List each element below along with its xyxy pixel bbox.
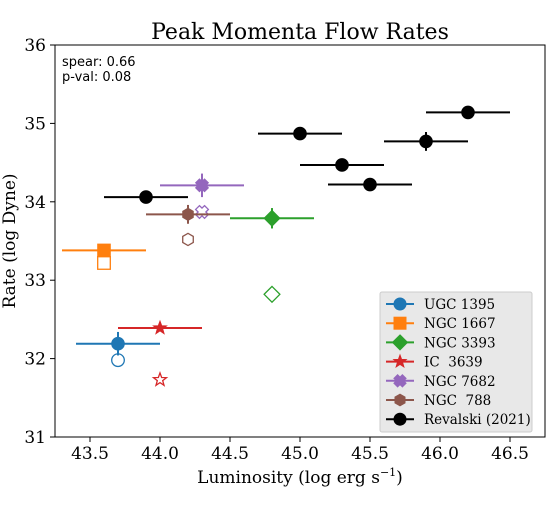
legend-label: NGC 3393 [424,335,496,351]
legend-marker [394,393,406,407]
data-point-revalski-2021 [335,158,349,172]
open-point-ugc-1395 [111,353,125,368]
x-axis-label: Luminosity (log erg s−1) [197,466,403,488]
data-point-ngc-3393 [263,209,281,227]
y-tick-label: 34 [24,193,46,213]
data-point-revalski-2021 [461,105,475,120]
x-tick-label: 43.5 [71,444,109,464]
x-tick-label: 44.0 [141,444,179,464]
data-point-revalski-2021 [419,134,433,149]
annotation-spearman: spear: 0.66 [62,55,136,70]
annotation-p-value: p-val: 0.08 [62,70,131,85]
data-point-ngc-788 [182,207,194,222]
data-point-revalski-2021 [363,177,377,192]
x-tick-label: 46.5 [491,444,529,464]
legend-marker [393,374,407,388]
y-tick-label: 36 [24,36,46,56]
y-tick-label: 32 [24,350,46,370]
data-point-revalski-2021 [139,190,153,204]
legend-label: UGC 1395 [424,297,495,313]
data-point-ugc-1395 [111,336,125,351]
open-point-ngc-788 [182,232,194,247]
legend-marker [393,297,407,311]
legend-label: NGC 788 [424,393,491,409]
legend-box [379,291,533,433]
legend: UGC 1395 NGC 1667 NGC 3393 IC 3639 NGC 7682 N… [379,291,533,433]
chart-title: Peak Momenta Flow Rates [151,20,449,45]
legend-label: IC 3639 [424,355,483,371]
open-point-ic-3639 [151,371,169,387]
x-tick-label: 46.0 [421,444,459,464]
data-point-revalski-2021 [293,126,307,141]
data-point-ic-3639 [152,319,168,335]
x-tick-label: 45.0 [281,444,319,464]
open-point-ngc-1667 [97,256,111,270]
legend-marker [393,412,407,426]
legend-marker [391,334,409,351]
legend-label: Revalski (2021) [424,412,531,428]
x-tick-label: 44.5 [211,444,249,464]
y-tick-label: 31 [24,428,46,448]
y-axis-label: Rate (log Dyne) [0,173,20,308]
x-tick-label: 45.5 [351,444,389,464]
data-point-ngc-1667 [97,243,111,258]
data-point-ngc-7682 [194,178,210,193]
open-point-ngc-7682 [194,204,210,220]
legend-marker [393,316,407,330]
legend-label: NGC 7682 [424,374,496,390]
y-tick-label: 33 [24,271,46,291]
open-point-ngc-3393 [263,285,281,304]
y-tick-label: 35 [24,114,46,134]
legend-marker [392,353,408,369]
legend-label: NGC 1667 [424,316,496,332]
